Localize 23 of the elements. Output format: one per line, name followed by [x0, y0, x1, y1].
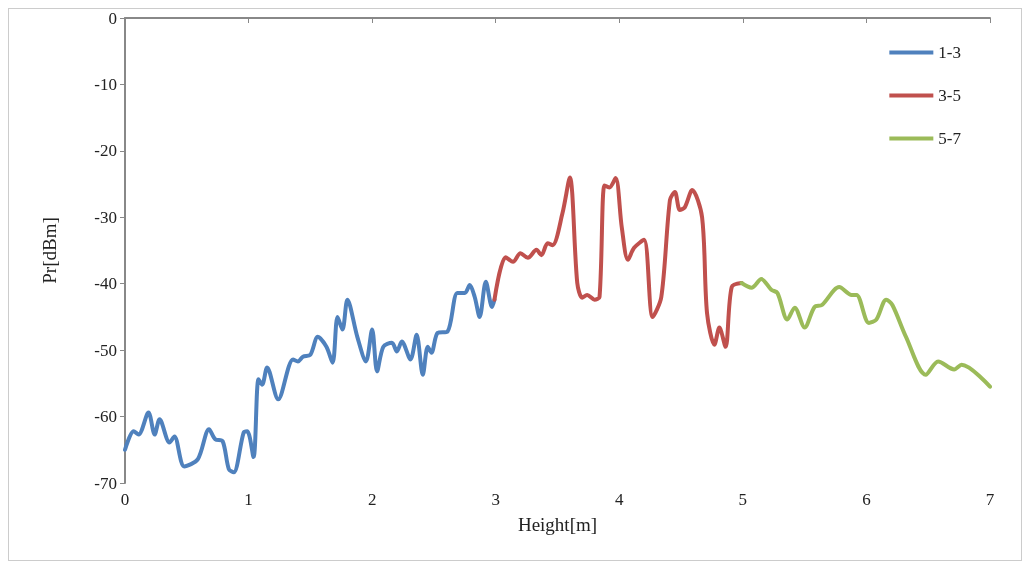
y-axis-title: Pr[dBm]: [39, 217, 60, 284]
y-tick-label: -50: [94, 340, 117, 360]
x-axis-title: Height[m]: [517, 514, 598, 535]
legend-label: 3-5: [938, 86, 962, 105]
x-tick-label: 4: [615, 490, 625, 509]
y-tick-label: -20: [94, 141, 117, 161]
x-tick-label: 5: [738, 490, 748, 509]
x-tick-label: 6: [862, 490, 871, 509]
line-series: [739, 277, 992, 389]
legend-label: 5-7: [938, 129, 962, 148]
y-tick-label: 0: [108, 8, 117, 28]
y-tick-label: -10: [94, 74, 117, 94]
legend-label: 1-3: [938, 43, 962, 62]
y-tick-label: -40: [94, 274, 117, 294]
x-tick-label: 7: [985, 490, 995, 509]
line-series: [123, 279, 497, 475]
y-tick-label: -60: [94, 407, 117, 427]
x-tick-label: 0: [120, 490, 130, 509]
x-tick-label: 2: [367, 490, 377, 509]
y-tick-label: -70: [94, 473, 117, 493]
x-tick-label: 3: [491, 490, 500, 509]
y-tick-label: -30: [94, 207, 117, 227]
x-tick-label: 1: [244, 490, 253, 509]
